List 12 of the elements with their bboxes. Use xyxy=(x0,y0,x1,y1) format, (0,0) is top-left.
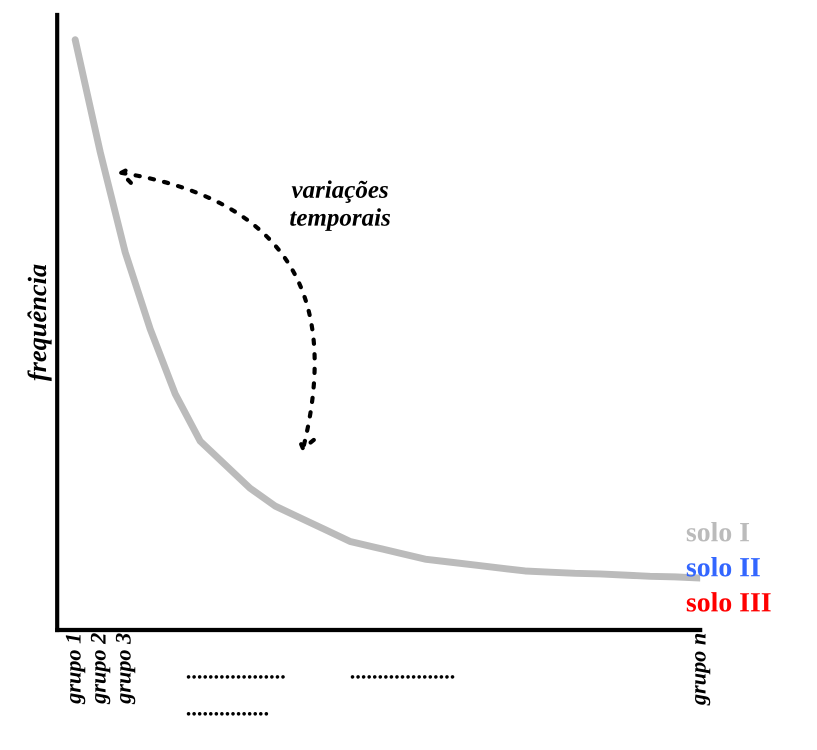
legend-label: solo II xyxy=(686,557,760,577)
series-label: solo I xyxy=(686,522,750,542)
y-axis-title: frequência xyxy=(27,264,52,382)
x-tick-label: grupo n xyxy=(695,634,710,706)
x-tick-label: grupo 3 xyxy=(116,633,136,704)
x-tick-label: grupo 2 xyxy=(90,633,110,704)
text: ............... xyxy=(186,712,268,716)
text: ................... xyxy=(350,675,454,679)
text: .................. xyxy=(186,675,285,679)
x-tick-label: grupo 1 xyxy=(66,635,86,704)
legend-label: solo III xyxy=(686,592,771,612)
annotation: variações temporais xyxy=(290,180,390,231)
